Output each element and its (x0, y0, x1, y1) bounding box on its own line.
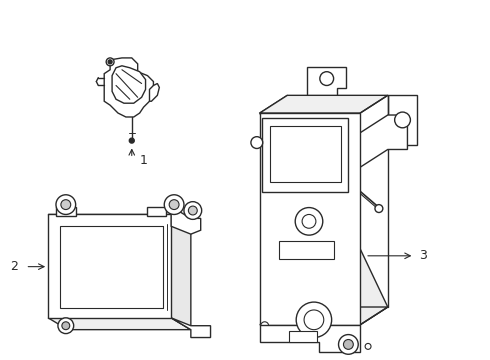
Polygon shape (279, 241, 334, 259)
Circle shape (304, 310, 324, 330)
Polygon shape (260, 95, 388, 113)
Circle shape (365, 343, 371, 349)
Circle shape (129, 138, 134, 143)
Circle shape (343, 339, 353, 349)
Circle shape (62, 322, 70, 330)
Polygon shape (260, 325, 360, 352)
Polygon shape (48, 215, 171, 318)
Polygon shape (48, 215, 191, 226)
Polygon shape (260, 113, 360, 325)
Circle shape (295, 208, 323, 235)
Circle shape (169, 200, 179, 210)
Circle shape (188, 206, 197, 215)
Polygon shape (262, 118, 348, 192)
Circle shape (339, 334, 358, 354)
Polygon shape (56, 207, 75, 216)
Polygon shape (104, 58, 153, 117)
Circle shape (296, 302, 332, 338)
Circle shape (56, 195, 75, 215)
Polygon shape (112, 66, 146, 103)
Polygon shape (260, 95, 388, 325)
Circle shape (108, 60, 112, 64)
Polygon shape (60, 226, 163, 308)
Text: 3: 3 (419, 249, 427, 262)
Circle shape (106, 58, 114, 66)
Polygon shape (171, 215, 191, 330)
Polygon shape (260, 307, 388, 325)
Text: 2: 2 (10, 260, 18, 273)
Circle shape (337, 170, 346, 180)
Circle shape (261, 322, 269, 330)
Polygon shape (270, 126, 341, 182)
Circle shape (302, 215, 316, 228)
Text: 1: 1 (140, 154, 147, 167)
Polygon shape (388, 95, 417, 145)
Polygon shape (360, 115, 408, 167)
Circle shape (375, 204, 383, 212)
Circle shape (58, 318, 74, 334)
Circle shape (184, 202, 202, 219)
Polygon shape (307, 67, 346, 96)
Polygon shape (48, 318, 191, 330)
Polygon shape (171, 318, 211, 338)
Polygon shape (289, 330, 317, 342)
Polygon shape (171, 207, 201, 234)
Polygon shape (147, 207, 166, 216)
Circle shape (164, 195, 184, 215)
Circle shape (320, 72, 334, 85)
Polygon shape (149, 84, 159, 101)
Circle shape (394, 112, 411, 128)
Circle shape (61, 200, 71, 210)
Circle shape (251, 137, 263, 148)
